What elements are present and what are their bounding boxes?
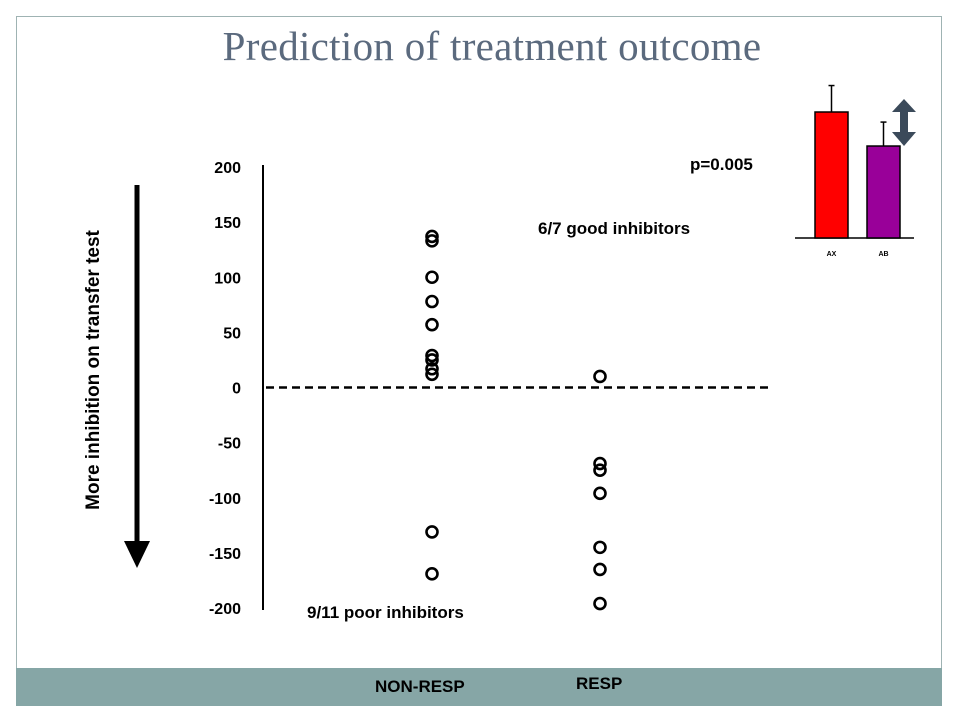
y-tick-label: 100 [214, 270, 241, 287]
inset-bar-chart: AX AB [795, 84, 914, 258]
data-point [425, 525, 439, 539]
data-point [425, 294, 439, 309]
data-point [593, 369, 607, 384]
data-point [425, 361, 439, 376]
y-tick-label: 200 [214, 160, 241, 177]
double-headed-arrow-icon [892, 99, 916, 146]
non-resp-label: NON-RESP [375, 677, 465, 696]
footer-bar [16, 668, 942, 706]
inset-category-label: AX [827, 251, 837, 258]
y-tick-label: 50 [223, 325, 241, 342]
inhibition-arrow [124, 185, 150, 568]
resp-label: RESP [576, 674, 623, 693]
y-tick-label: -200 [209, 601, 241, 618]
scatter-chart: 200 150 100 50 0 -50 -100 -150 -200 [209, 160, 768, 618]
y-tick-label: -150 [209, 546, 241, 563]
y-tick-label: 150 [214, 215, 241, 232]
data-point [425, 270, 439, 285]
inset-bar [814, 111, 849, 239]
data-point [425, 317, 439, 332]
data-point [425, 567, 439, 581]
p-value-label: p=0.005 [690, 155, 753, 174]
inset-category-label: AB [878, 251, 888, 258]
data-point [593, 540, 607, 555]
data-point [425, 229, 439, 244]
y-tick-label: -50 [218, 436, 241, 453]
y-tick-label: -100 [209, 491, 241, 508]
data-point [593, 456, 607, 471]
data-point [593, 486, 607, 501]
data-point [425, 353, 439, 367]
data-point [425, 367, 439, 382]
good-inhibitors-label: 6/7 good inhibitors [538, 219, 691, 238]
data-point [593, 463, 607, 477]
poor-inhibitors-label: 9/11 poor inhibitors [307, 603, 464, 622]
slide-title: Prediction of treatment outcome [222, 23, 762, 69]
data-point [593, 596, 607, 611]
data-point [425, 234, 439, 248]
y-tick-label: 0 [232, 381, 241, 398]
data-point [593, 562, 607, 577]
data-point [425, 348, 439, 363]
inset-bar [866, 145, 901, 239]
